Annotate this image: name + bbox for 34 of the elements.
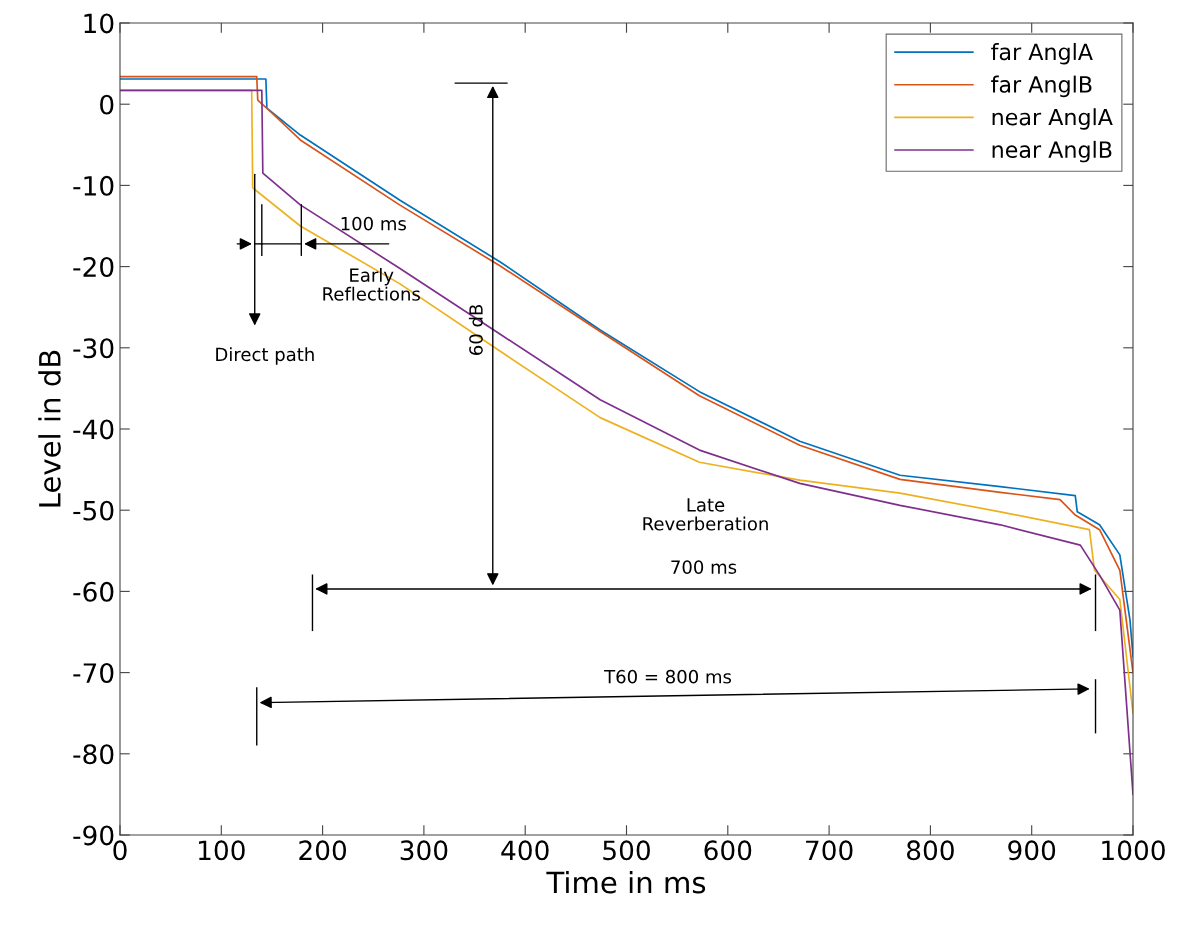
legend-label: far AnglA: [991, 43, 1093, 65]
x-tick-label: 700: [806, 840, 853, 861]
y-tick-label: -60: [73, 581, 114, 602]
y-tick-label: -70: [73, 663, 114, 683]
y-tick-label: -90: [73, 825, 114, 846]
x-tick-label: 200: [299, 840, 347, 861]
annotation: Late Reverberation: [643, 498, 768, 531]
x-tick-label: 900: [1008, 840, 1056, 861]
y-tick-label: 0: [100, 94, 114, 115]
annotation: 700 ms: [671, 560, 737, 574]
annotation: 60 dB: [468, 304, 483, 355]
annotation: T60 = 800 ms: [604, 669, 732, 684]
x-tick-label: 100: [199, 840, 245, 861]
annotation: Direct path: [216, 347, 314, 365]
x-tick-label: 600: [704, 840, 752, 861]
y-tick-label: -40: [73, 419, 114, 440]
x-tick-label: 800: [907, 840, 954, 861]
x-tick-label: 1000: [1102, 840, 1165, 861]
y-axis-title: Level in dB: [38, 350, 61, 507]
x-tick-label: 300: [400, 840, 448, 861]
y-tick-label: -50: [73, 500, 114, 521]
y-tick-label: -80: [73, 744, 114, 765]
y-tick-label: -30: [73, 338, 114, 359]
x-axis-title: Time in ms: [546, 870, 706, 894]
x-tick-label: 500: [603, 840, 650, 861]
annotation: 100 ms: [341, 216, 406, 231]
legend-label: near AnglB: [992, 140, 1112, 163]
y-tick-label: 10: [84, 13, 114, 34]
legend-label: near AnglA: [992, 108, 1113, 130]
x-tick-label: 400: [501, 840, 549, 861]
legend-label: far AnglB: [991, 75, 1092, 98]
y-tick-label: -10: [73, 175, 114, 196]
y-tick-label: -20: [73, 257, 114, 277]
x-tick-label: 0: [113, 840, 127, 861]
